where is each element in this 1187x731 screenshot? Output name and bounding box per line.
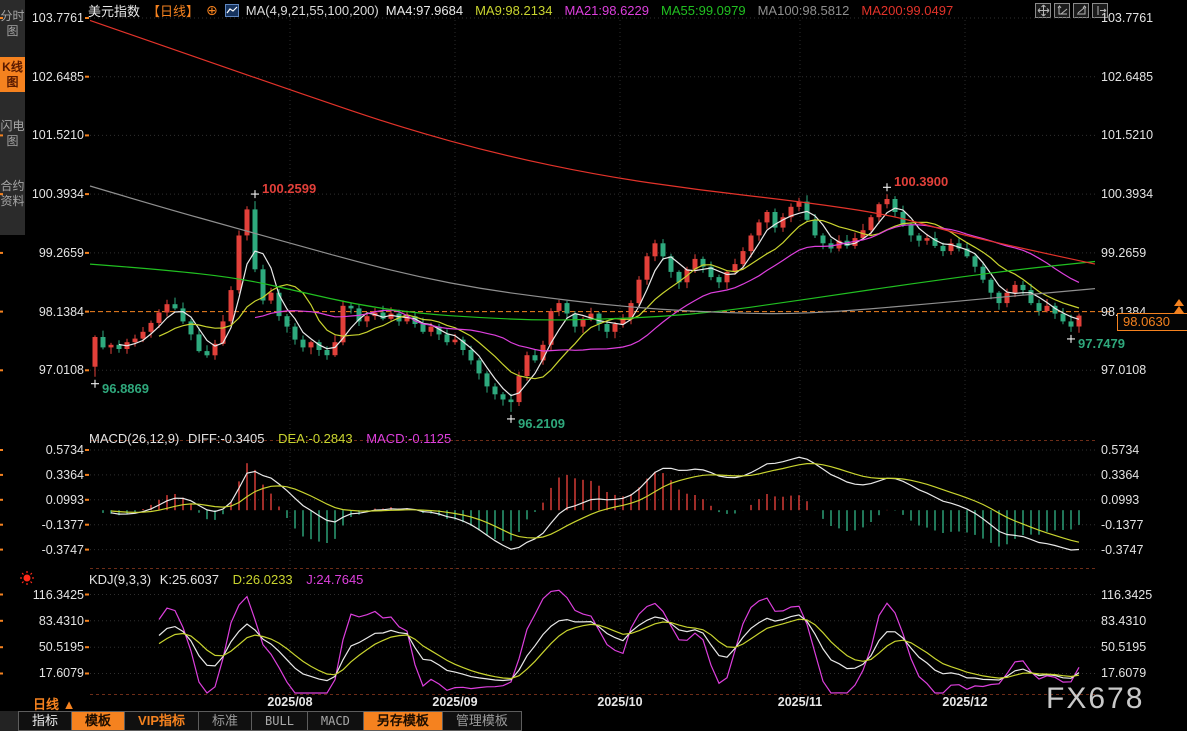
axis-left-icon[interactable] (1054, 3, 1070, 18)
toolbar-tab-8[interactable]: 管理模板 (442, 711, 522, 731)
ma-value-3: MA21:98.6229 (564, 2, 650, 18)
y-axis-label: 0.0993 (1101, 492, 1140, 507)
toolbar-stub (0, 711, 18, 731)
y-axis-label: 50.5195 (1101, 640, 1147, 655)
chart-type-icon[interactable] (224, 3, 239, 17)
y-axis-label: 0.3364 (1101, 467, 1140, 482)
y-axis-label: 0.0993 (45, 492, 84, 507)
y-axis-label: 102.6485 (31, 69, 84, 84)
y-axis-label: 101.5210 (1101, 128, 1154, 143)
y-axis-label: 17.6079 (38, 666, 84, 681)
sidebar-item-2[interactable]: K线图 (0, 57, 25, 92)
ma-value-5: MA100:98.5812 (757, 2, 850, 18)
y-axis-label: 103.7761 (1101, 11, 1154, 25)
kdj-header: KDJ(9,3,3) K:25.6037 D:26.0233 J:24.7645 (89, 572, 363, 587)
macd-diff-value: DIFF:-0.3405 (187, 431, 265, 446)
add-icon[interactable]: ⊕ (206, 1, 218, 18)
y-axis-label: 101.5210 (31, 128, 84, 143)
ma-value-2: MA9:98.2134 (475, 2, 553, 18)
x-axis-month-label: 2025/08 (267, 695, 313, 709)
toolbar-tab-7[interactable]: 另存模板 (363, 711, 443, 731)
sidebar-item-1[interactable]: 分时图 (0, 9, 25, 38)
period-selector[interactable]: 日线 ▲ (33, 694, 76, 713)
toolbar-tab-5[interactable]: BULL (252, 711, 308, 731)
x-axis-month-label: 2025/10 (597, 695, 643, 709)
macd-name: MACD(26,12,9) (89, 431, 180, 446)
sidebar-item-4[interactable]: 合约资料 (0, 179, 25, 208)
move-icon[interactable] (1035, 3, 1051, 18)
y-axis-label: 100.3934 (1101, 187, 1154, 202)
price-annotation-low: 96.8869 (102, 380, 149, 396)
sidebar-item-3[interactable]: 闪电图 (0, 119, 25, 148)
bottom-toolbar: 指标 模板 VIP指标 标准 BULL MACD 另存模板 管理模板 (18, 711, 522, 731)
chart-plot-area[interactable] (89, 18, 1097, 432)
y-axis-label: 50.5195 (38, 640, 84, 655)
kdj-name: KDJ(9,3,3) (89, 572, 152, 587)
y-axis-label: 0.3364 (45, 467, 84, 482)
axis-right-icon[interactable] (1073, 3, 1089, 18)
y-axis-label: 102.6485 (1101, 69, 1154, 84)
macd-macd-value: MACD:-0.1125 (366, 431, 452, 446)
y-axis-label: 17.6079 (1101, 666, 1147, 681)
y-axis-label: 116.3425 (32, 587, 84, 602)
kdj-k-value: K:25.6037 (159, 572, 220, 587)
last-price-box: 98.0630 (1117, 313, 1187, 331)
alert-icon (20, 571, 34, 585)
toolbar-tab-2[interactable]: 模板 (72, 711, 126, 731)
ma-value-1: MA4:97.9684 (385, 2, 464, 18)
x-axis-month-label: 2025/11 (777, 695, 823, 709)
y-axis-label: 0.5734 (1101, 442, 1140, 457)
price-annotation-low: 97.7479 (1078, 335, 1125, 351)
y-axis-label: 103.7761 (31, 11, 84, 25)
ma-value-4: MA55:99.0979 (661, 2, 746, 18)
y-axis-label: 116.3425 (1101, 587, 1153, 602)
toolbar-tab-6[interactable]: MACD (307, 711, 364, 731)
y-axis-label: 83.4310 (38, 613, 84, 628)
period-tag: 【日线】 (147, 3, 200, 19)
ma-value-6: MA200:99.0497 (861, 2, 954, 18)
pan-right-icon[interactable] (1092, 3, 1108, 18)
instrument-title: 美元指数 (88, 3, 141, 19)
y-axis-label: -0.3747 (41, 542, 84, 557)
y-axis-label: 99.2659 (1101, 245, 1147, 260)
dropdown-arrow-icon: ▲ (62, 697, 76, 712)
toolbar-tab-3[interactable]: VIP指标 (125, 711, 199, 731)
y-axis-label: 97.0108 (1101, 363, 1147, 378)
y-axis-label: -0.3747 (1101, 542, 1144, 557)
y-axis-label: 98.1384 (38, 304, 84, 319)
kdj-j-value: J:24.7645 (306, 572, 364, 587)
chart-header: 美元指数 【日线】 ⊕ MA(4,9,21,55,100,200) MA4:97… (88, 1, 953, 19)
kdj-d-value: D:26.0233 (232, 572, 293, 587)
y-axis-label: -0.1377 (1101, 517, 1144, 532)
price-annotation-low: 96.2109 (518, 415, 565, 431)
watermark: FX678 (1046, 682, 1145, 715)
macd-header: MACD(26,12,9) DIFF:-0.3405 DEA:-0.2843 M… (89, 431, 451, 446)
price-annotation-high: 100.3900 (894, 174, 949, 190)
y-axis-label: 99.2659 (38, 245, 84, 260)
y-axis-label: 100.3934 (31, 187, 84, 202)
y-axis-label: -0.1377 (41, 517, 84, 532)
x-axis-month-label: 2025/12 (942, 695, 988, 709)
x-axis-month-label: 2025/09 (432, 695, 478, 709)
y-axis-label: 83.4310 (1101, 613, 1147, 628)
sidebar: 分时图 K线图闪电图合约资料 (0, 0, 25, 235)
ma-settings: MA(4,9,21,55,100,200) (245, 2, 379, 18)
ma-values: MA4:97.9684 MA9:98.2134 MA21:98.6229 MA55:9… (386, 3, 953, 18)
y-axis-label: 97.0108 (38, 363, 84, 378)
toolbar-tab-1[interactable]: 指标 (18, 711, 73, 731)
macd-dea-value: DEA:-0.2843 (278, 431, 353, 446)
chart-tool-icons (1035, 3, 1108, 18)
period-label: 日线 (33, 697, 60, 712)
toolbar-tab-4[interactable]: 标准 (199, 711, 253, 731)
y-axis-label: 0.5734 (45, 442, 84, 457)
price-annotation-high: 100.2599 (262, 181, 317, 197)
